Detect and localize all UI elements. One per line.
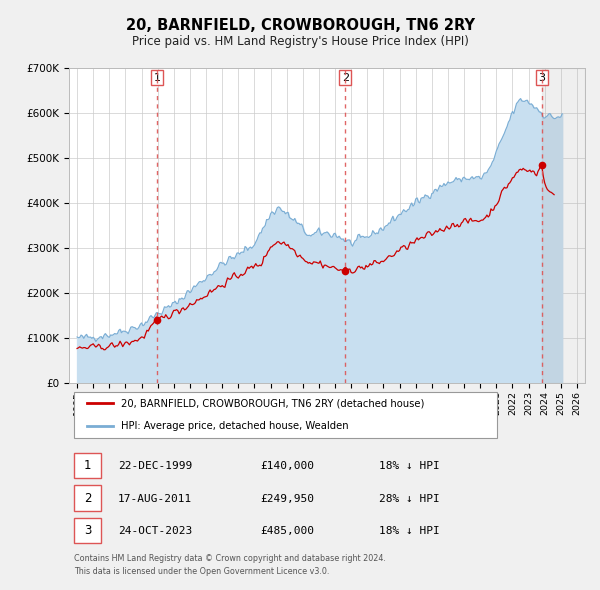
Text: 3: 3 [84, 524, 91, 537]
Text: 3: 3 [538, 73, 545, 83]
Text: 2: 2 [341, 73, 349, 83]
Text: 1: 1 [154, 73, 161, 83]
Text: This data is licensed under the Open Government Licence v3.0.: This data is licensed under the Open Gov… [74, 568, 329, 576]
Text: £140,000: £140,000 [260, 461, 314, 471]
Text: £249,950: £249,950 [260, 494, 314, 504]
Text: Contains HM Land Registry data © Crown copyright and database right 2024.: Contains HM Land Registry data © Crown c… [74, 554, 386, 563]
Text: 20, BARNFIELD, CROWBOROUGH, TN6 2RY (detached house): 20, BARNFIELD, CROWBOROUGH, TN6 2RY (det… [121, 398, 424, 408]
Text: 24-OCT-2023: 24-OCT-2023 [118, 526, 192, 536]
Text: 18% ↓ HPI: 18% ↓ HPI [379, 461, 439, 471]
Text: 1: 1 [84, 459, 91, 472]
Text: 2: 2 [84, 491, 91, 504]
FancyBboxPatch shape [74, 392, 497, 438]
Text: 18% ↓ HPI: 18% ↓ HPI [379, 526, 439, 536]
Text: 28% ↓ HPI: 28% ↓ HPI [379, 494, 439, 504]
Text: £485,000: £485,000 [260, 526, 314, 536]
Bar [542, 68, 585, 384]
Text: 22-DEC-1999: 22-DEC-1999 [118, 461, 192, 471]
Text: Price paid vs. HM Land Registry's House Price Index (HPI): Price paid vs. HM Land Registry's House … [131, 35, 469, 48]
Text: 20, BARNFIELD, CROWBOROUGH, TN6 2RY: 20, BARNFIELD, CROWBOROUGH, TN6 2RY [125, 18, 475, 33]
FancyBboxPatch shape [74, 518, 101, 543]
FancyBboxPatch shape [74, 453, 101, 478]
Text: HPI: Average price, detached house, Wealden: HPI: Average price, detached house, Weal… [121, 421, 348, 431]
Text: 17-AUG-2011: 17-AUG-2011 [118, 494, 192, 504]
FancyBboxPatch shape [74, 486, 101, 511]
